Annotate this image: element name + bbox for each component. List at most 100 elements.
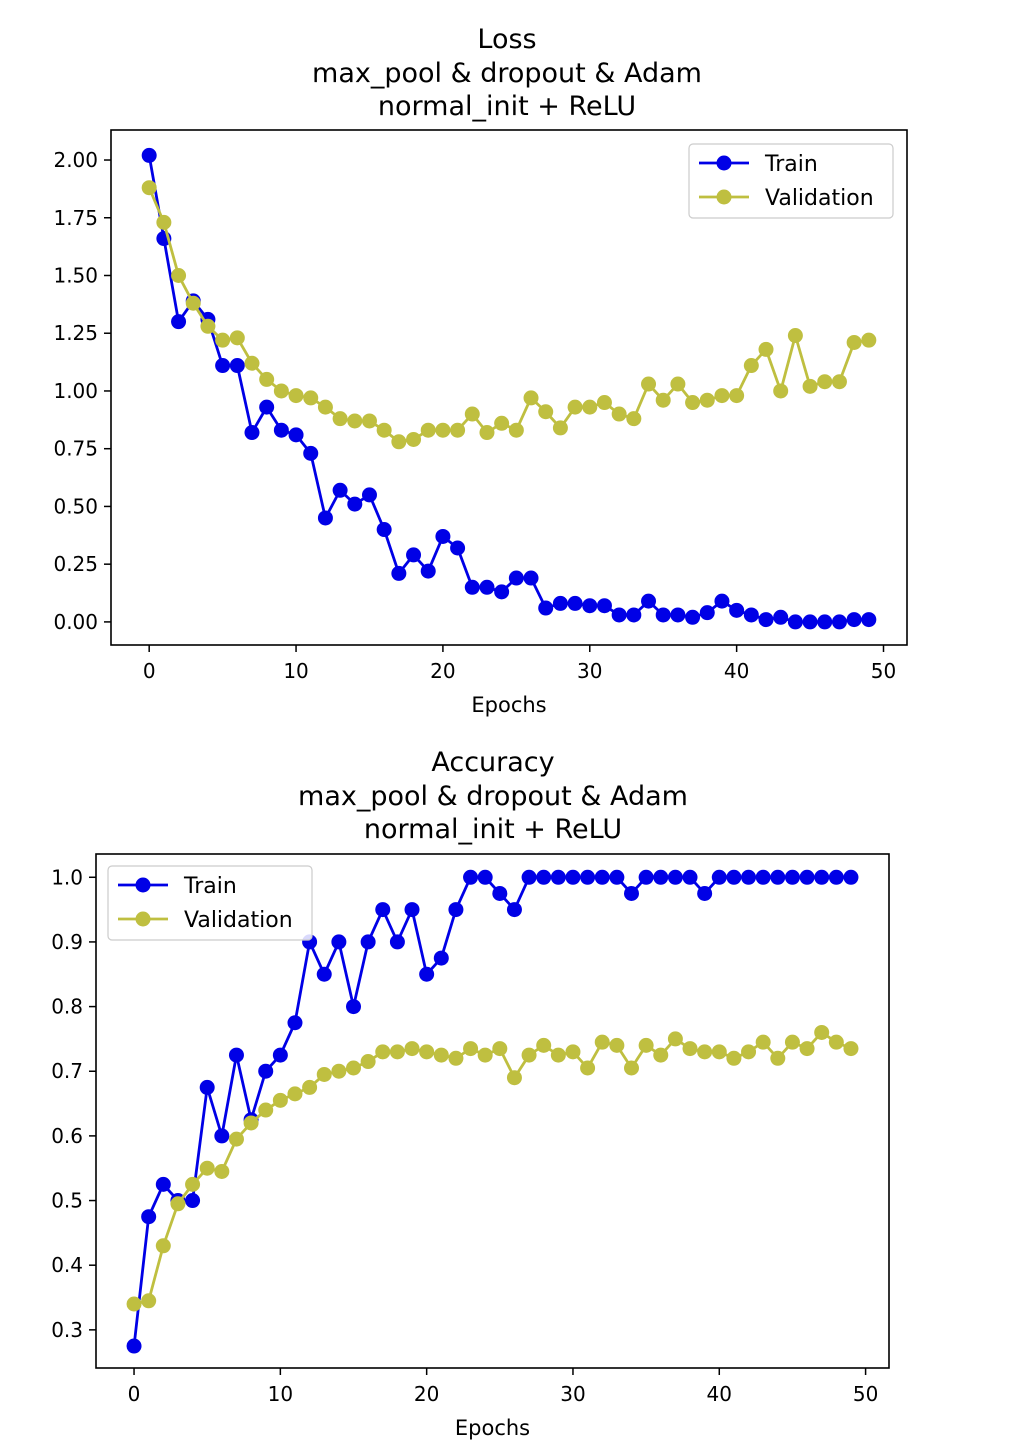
loss-x-tick-label: 40 — [724, 659, 749, 683]
accuracy-train-point — [448, 902, 464, 918]
accuracy-train-point — [419, 966, 435, 982]
accuracy-validation-point — [272, 1092, 288, 1108]
loss-validation-point — [567, 399, 583, 415]
accuracy-validation-point — [697, 1044, 713, 1060]
accuracy-train-point — [199, 1079, 215, 1095]
accuracy-validation-point — [623, 1060, 639, 1076]
accuracy-validation-point — [228, 1131, 244, 1147]
loss-train-point — [141, 147, 157, 163]
accuracy-validation-point — [521, 1047, 537, 1063]
accuracy-train-point — [506, 902, 522, 918]
loss-train-point — [758, 612, 774, 628]
loss-train-point — [391, 565, 407, 581]
accuracy-train-point — [346, 999, 362, 1015]
loss-plot-frame — [110, 129, 908, 646]
accuracy-train-point — [843, 869, 859, 885]
accuracy-validation-point — [199, 1160, 215, 1176]
loss-validation-point — [259, 371, 275, 387]
loss-legend: Train Validation — [688, 143, 894, 219]
accuracy-train-point — [272, 1047, 288, 1063]
loss-train-point — [508, 570, 524, 586]
loss-validation-point — [655, 392, 671, 408]
loss-y-tick-label: 1.25 — [53, 321, 98, 345]
loss-train-point — [817, 614, 833, 630]
accuracy-validation-point — [433, 1047, 449, 1063]
loss-x-tick-label: 50 — [871, 659, 896, 683]
loss-validation-point — [831, 374, 847, 390]
loss-validation-point — [802, 378, 818, 394]
accuracy-train-point — [228, 1047, 244, 1063]
accuracy-train-point — [316, 966, 332, 982]
accuracy-train-point — [770, 869, 786, 885]
accuracy-validation-point — [214, 1163, 230, 1179]
accuracy-validation-point — [580, 1060, 596, 1076]
loss-train-line — [147, 155, 869, 624]
loss-x-tick-label: 20 — [430, 659, 455, 683]
loss-x-tick-label: 30 — [577, 659, 602, 683]
accuracy-chart-subtitle-line1: max_pool & dropout & Adam — [298, 781, 688, 812]
accuracy-x-tick-label: 30 — [560, 1382, 585, 1406]
loss-validation-point — [538, 404, 554, 420]
loss-validation-point — [317, 399, 333, 415]
accuracy-train-point — [565, 869, 581, 885]
loss-y-tick-label: 0.75 — [53, 437, 98, 461]
loss-train-point — [538, 600, 554, 616]
accuracy-train-point — [521, 869, 537, 885]
accuracy-validation-point — [726, 1050, 742, 1066]
accuracy-validation-point — [243, 1115, 259, 1131]
accuracy-train-point — [623, 885, 639, 901]
loss-chart: Loss max_pool & dropout & Adam normal_init… — [53, 24, 908, 717]
accuracy-validation-point — [741, 1044, 757, 1060]
loss-validation-point — [861, 332, 877, 348]
accuracy-legend-validation-label: Validation — [184, 908, 293, 933]
loss-chart-title: Loss — [477, 24, 536, 55]
loss-validation-point — [229, 330, 245, 346]
accuracy-train-point — [360, 934, 376, 950]
accuracy-validation-point — [126, 1296, 142, 1312]
accuracy-legend-train-label: Train — [183, 874, 237, 899]
loss-train-point — [743, 607, 759, 623]
loss-train-point — [229, 358, 245, 374]
accuracy-train-point — [536, 869, 552, 885]
accuracy-validation-point — [784, 1034, 800, 1050]
loss-train-point — [171, 314, 187, 330]
loss-train-point — [861, 612, 877, 628]
loss-train-point — [626, 607, 642, 623]
loss-train-point — [479, 579, 495, 595]
accuracy-plot-frame — [95, 853, 890, 1369]
accuracy-train-point — [726, 869, 742, 885]
accuracy-validation-point — [667, 1031, 683, 1047]
loss-train-point — [303, 445, 319, 461]
loss-validation-point — [787, 328, 803, 344]
accuracy-train-point — [814, 869, 830, 885]
loss-train-point — [450, 540, 466, 556]
loss-train-point — [714, 593, 730, 609]
loss-validation-point — [846, 334, 862, 350]
accuracy-validation-point — [375, 1044, 391, 1060]
loss-validation-point — [420, 422, 436, 438]
loss-validation-point — [332, 411, 348, 427]
accuracy-x-tick-label: 10 — [268, 1382, 293, 1406]
accuracy-train-line — [132, 875, 851, 1347]
loss-validation-point — [714, 388, 730, 404]
accuracy-validation-point — [258, 1102, 274, 1118]
loss-validation-point — [171, 267, 187, 283]
loss-train-point — [347, 496, 363, 512]
accuracy-train-point — [375, 902, 391, 918]
loss-y-tick-label: 0.25 — [53, 552, 98, 576]
accuracy-train-point — [741, 869, 757, 885]
loss-train-point — [494, 584, 510, 600]
loss-validation-point — [435, 422, 451, 438]
accuracy-validation-point — [141, 1293, 157, 1309]
accuracy-train-point — [550, 869, 566, 885]
accuracy-chart-title: Accuracy — [431, 747, 554, 778]
loss-train-point — [831, 614, 847, 630]
accuracy-train-point — [828, 869, 844, 885]
accuracy-validation-point — [448, 1050, 464, 1066]
loss-y-tick-label: 2.00 — [53, 148, 98, 172]
loss-train-point — [215, 358, 231, 374]
accuracy-validation-point — [506, 1070, 522, 1086]
accuracy-validation-point — [814, 1024, 830, 1040]
loss-validation-point — [303, 390, 319, 406]
